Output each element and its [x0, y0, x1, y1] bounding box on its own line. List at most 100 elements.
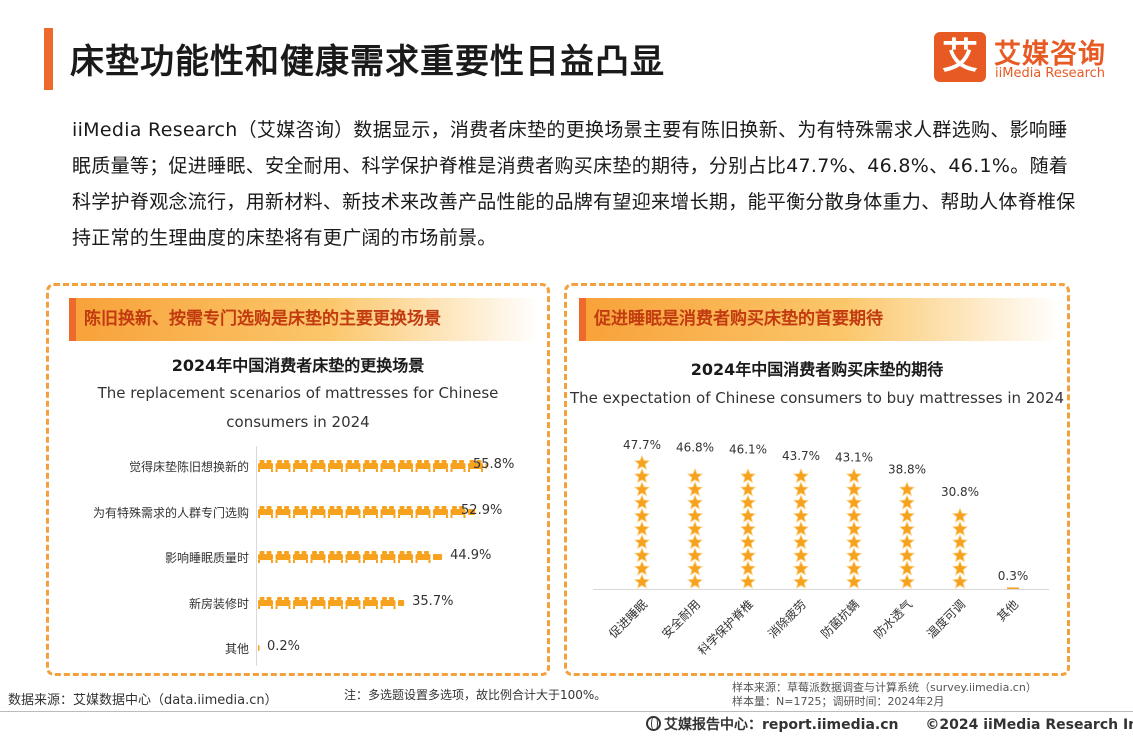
mattress-icon: [328, 505, 343, 518]
left-chart-axis: [256, 446, 257, 666]
mattress-icon: [415, 505, 431, 518]
star-icon: [633, 454, 651, 471]
report-center-link[interactable]: 艾媒报告中心：report.iimedia.cn: [664, 717, 899, 733]
logo-mark: 艾: [934, 32, 986, 82]
star-icon: [898, 573, 916, 589]
mattress-icon: [345, 551, 361, 563]
mattress-icon: [380, 505, 396, 518]
star-icon: [792, 467, 810, 484]
star-icon: [845, 560, 863, 576]
star-icon: [686, 507, 704, 523]
right-bar: [686, 467, 704, 589]
right-value-label: 38.8%: [888, 463, 926, 477]
sample-info: 样本来源：草莓派数据调查与计算系统（survey.iimedia.cn） 样本量…: [732, 681, 1037, 709]
mattress-icon: [345, 596, 361, 609]
mattress-icon-partial: [258, 645, 260, 651]
star-icon: [686, 560, 704, 576]
star-icon: [792, 507, 810, 523]
star-icon: [633, 560, 651, 576]
right-value-label: 30.8%: [941, 485, 979, 499]
mattress-icon: [398, 505, 413, 518]
mattress-icon: [380, 596, 396, 609]
logo-en: iiMedia Research: [995, 66, 1106, 81]
mattress-icon: [275, 596, 291, 609]
mattress-icon: [258, 551, 273, 563]
star-icon: [739, 560, 757, 576]
star-icon: [739, 533, 757, 550]
mattress-icon: [293, 596, 308, 609]
mattress-icon: [450, 460, 466, 472]
left-chart-title: 2024年中国消费者床垫的更换场景: [171, 356, 425, 375]
star-icon: [739, 573, 757, 589]
right-category-label: 消除疲劳: [765, 597, 810, 642]
mattress-icon: [293, 505, 308, 518]
star-icon: [633, 520, 651, 537]
page-title: 床垫功能性和健康需求重要性日益凸显: [70, 42, 665, 82]
right-chart-subtitle: The expectation of Chinese consumers to …: [569, 389, 1065, 407]
mattress-icon: [258, 505, 273, 518]
star-icon: [633, 467, 651, 484]
mattress-icon: [363, 551, 378, 563]
left-category-label: 觉得床垫陈旧想换新的: [128, 460, 249, 474]
right-category-label: 温度可调: [924, 597, 969, 642]
star-icon: [792, 573, 810, 589]
mattress-icon: [275, 505, 291, 518]
iimedia-logo: 艾 艾媒咨询 iiMedia Research: [934, 32, 1119, 86]
star-icon: [686, 520, 704, 537]
right-category-label: 科学保护脊椎: [695, 597, 757, 659]
mattress-icon: [345, 505, 361, 518]
logo-cn: 艾媒咨询: [994, 39, 1106, 70]
mattress-icon: [258, 596, 273, 609]
star-icon: [898, 520, 916, 537]
replacement-scenarios-panel: 陈旧换新、按需专门选购是床垫的主要更换场景 2024年中国消费者床垫的更换场景 …: [46, 283, 550, 676]
right-value-label: 46.1%: [729, 442, 767, 456]
star-icon: [951, 507, 969, 523]
star-icon: [633, 573, 651, 589]
star-icon: [739, 467, 757, 484]
star-icon: [792, 547, 810, 563]
star-icon: [792, 520, 810, 537]
star-icon: [845, 467, 863, 484]
footer-divider: [0, 711, 1133, 712]
star-icon: [739, 494, 757, 510]
mattress-icon: [398, 460, 413, 472]
star-icon: [845, 481, 863, 497]
star-icon: [686, 481, 704, 497]
left-value-label: 55.8%: [473, 457, 515, 472]
mattress-icon: [468, 460, 483, 472]
star-icon: [792, 494, 810, 510]
right-bar: [845, 467, 863, 589]
star-icon: [845, 533, 863, 550]
left-panel-tag: 陈旧换新、按需专门选购是床垫的主要更换场景: [69, 298, 539, 341]
left-category-label: 新房装修时: [188, 596, 249, 611]
star-icon: [951, 533, 969, 550]
mattress-icon: [433, 505, 448, 518]
left-value-label: 0.2%: [267, 639, 301, 654]
right-category-label: 防水透气: [871, 597, 916, 642]
sample-source: 样本来源：草莓派数据调查与计算系统（survey.iimedia.cn）: [732, 681, 1037, 694]
star-icon: [845, 507, 863, 523]
mattress-icon: [275, 551, 291, 563]
mattress-icon: [398, 551, 413, 563]
star-icon: [951, 573, 969, 589]
mattress-icon: [310, 551, 326, 563]
star-icon: [739, 520, 757, 537]
footnote: 注：多选题设置多选项，故比例合计大于100%。: [344, 688, 607, 702]
mattress-icon: [275, 460, 291, 472]
left-category-label: 为有特殊需求的人群专门选购: [92, 505, 249, 520]
star-icon-partial: [1007, 587, 1019, 589]
star-icon: [845, 494, 863, 510]
left-bar: [258, 596, 405, 609]
mattress-icon: [328, 460, 343, 472]
left-value-label: 52.9%: [461, 502, 503, 518]
star-icon: [686, 533, 704, 550]
mattress-icon: [450, 505, 466, 518]
star-icon: [686, 494, 704, 510]
star-icon: [898, 507, 916, 523]
star-icon: [792, 560, 810, 576]
left-value-label: 35.7%: [412, 593, 454, 609]
mattress-icon-partial: [433, 554, 443, 560]
star-icon: [792, 533, 810, 550]
star-icon: [739, 547, 757, 563]
mattress-icon: [380, 460, 396, 472]
